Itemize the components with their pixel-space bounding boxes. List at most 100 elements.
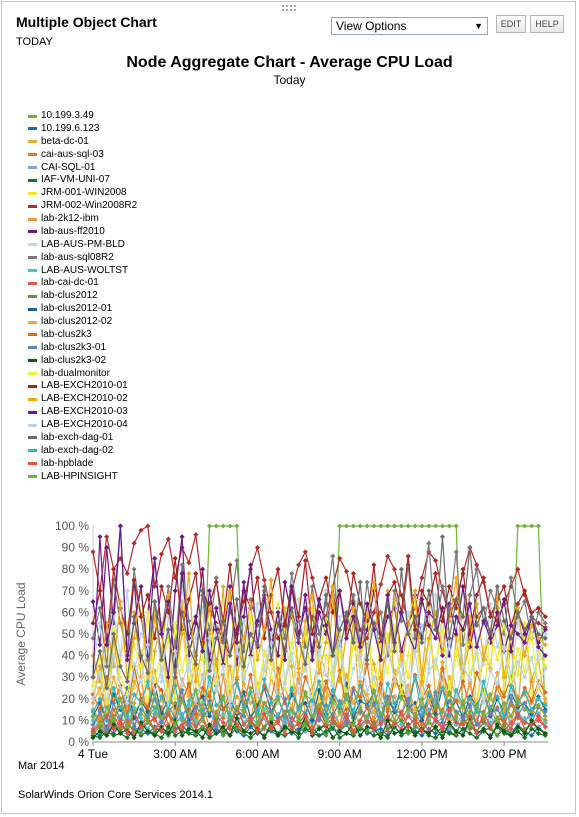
series-point [398, 523, 404, 529]
series-point [261, 711, 267, 717]
legend-item[interactable]: lab-aus-ff2010 [28, 226, 137, 239]
legend-label: LAB-AUS-WOLTST [41, 264, 129, 276]
legend-item[interactable]: 10.199.3.49 [28, 110, 137, 123]
series-point [302, 549, 308, 555]
series-point [124, 588, 130, 594]
series-point [439, 534, 446, 540]
legend-item[interactable]: lab-clus2012-02 [28, 316, 137, 329]
series-point [364, 728, 370, 734]
legend-item[interactable]: beta-dc-01 [28, 136, 137, 149]
legend-item[interactable]: lab-clus2012-01 [28, 303, 137, 316]
series-point [316, 698, 322, 704]
series-point [296, 735, 302, 741]
series-point [350, 570, 356, 577]
legend-item[interactable]: lab-aus-sql08R2 [28, 252, 137, 265]
series-point [481, 678, 487, 685]
series-point [357, 644, 363, 650]
series-point [494, 609, 500, 615]
series-point [453, 549, 459, 555]
series-point [542, 614, 548, 620]
series-point [248, 672, 254, 678]
legend-item[interactable]: LAB-AUS-PM-BLD [28, 239, 137, 252]
series-point [391, 523, 398, 529]
series-point [213, 523, 219, 529]
legend-swatch [28, 462, 37, 466]
series-point [535, 609, 541, 615]
legend-item[interactable]: lab-exch-dag-02 [28, 445, 137, 458]
series-point [275, 609, 281, 615]
series-point [364, 715, 370, 721]
legend-item[interactable]: lab-clus2012 [28, 290, 137, 303]
series-point [104, 704, 110, 710]
series-point [426, 609, 432, 615]
drag-grip-icon[interactable] [282, 5, 298, 11]
y-tick-label: 40 % [62, 649, 90, 663]
view-options-dropdown[interactable]: View Options ▼ [331, 17, 488, 35]
series-point [296, 614, 302, 620]
legend-label: lab-clus2012-02 [41, 316, 113, 327]
legend-item[interactable]: LAB-EXCH2010-02 [28, 393, 137, 406]
series-point [426, 730, 432, 736]
series-point [330, 553, 336, 559]
legend-item[interactable]: lab-clus2k3 [28, 329, 137, 342]
legend-item[interactable]: CAI-SQL-01 [28, 162, 137, 175]
legend-item[interactable]: lab-exch-dag-01 [28, 432, 137, 445]
legend-item[interactable]: LAB-AUS-WOLTST [28, 265, 137, 278]
series-point [111, 609, 117, 615]
series-point [522, 735, 528, 741]
series-point [364, 687, 370, 693]
series-point [289, 685, 295, 691]
legend-item[interactable]: JRM-001-WIN2008 [28, 187, 137, 200]
legend-item[interactable]: lab-dualmonitor [28, 368, 137, 381]
series-point [296, 689, 302, 695]
legend-item[interactable]: lab-hpblade [28, 458, 137, 471]
legend-item[interactable]: LAB-EXCH2010-03 [28, 406, 137, 419]
series-point [481, 700, 487, 706]
series-point [529, 698, 535, 704]
series-point [323, 653, 329, 659]
series-point [343, 523, 350, 529]
legend-item[interactable]: 10.199.6.123 [28, 123, 137, 136]
series-point [357, 683, 363, 689]
edit-button[interactable]: EDIT [496, 15, 526, 33]
legend-item[interactable]: lab-clus2k3-02 [28, 355, 137, 368]
series-point [405, 713, 411, 719]
legend-label: LAB-EXCH2010-03 [41, 406, 128, 418]
legend-item[interactable]: lab-clus2k3-01 [28, 342, 137, 355]
series-point [433, 558, 439, 564]
series-point [433, 702, 439, 708]
legend-item[interactable]: lab-2k12-ibm [28, 213, 137, 226]
legend-item[interactable]: LAB-EXCH2010-01 [28, 380, 137, 393]
y-tick-label: 90 % [62, 541, 90, 555]
legend-item[interactable]: cai-aus-sql-03 [28, 149, 137, 162]
footer-product: SolarWinds Orion Core Services 2014.1 [18, 789, 214, 801]
series-point [453, 614, 459, 620]
legend-item[interactable]: LAB-HPINSIGHT [28, 471, 137, 484]
series-point [405, 553, 411, 559]
series-point [152, 599, 158, 605]
series-point [385, 601, 391, 607]
series-point [412, 732, 418, 739]
legend-item[interactable]: JRM-002-Win2008R2 [28, 200, 137, 213]
help-button[interactable]: HELP [530, 15, 564, 33]
series-point [433, 570, 439, 577]
series-point [206, 523, 213, 529]
series-point [268, 700, 274, 706]
series-point [337, 635, 343, 641]
series-point [501, 694, 507, 700]
legend-item[interactable]: IAF-VM-UNI-07 [28, 174, 137, 187]
legend-swatch [28, 307, 37, 311]
legend-label: LAB-EXCH2010-04 [41, 419, 128, 430]
legend-label: cai-aus-sql-03 [41, 148, 104, 160]
legend-label: lab-2k12-ibm [41, 213, 99, 224]
legend-item[interactable]: LAB-EXCH2010-04 [28, 419, 137, 432]
series-point [275, 717, 281, 723]
series-point [419, 711, 425, 717]
y-tick-label: 30 % [62, 670, 90, 684]
series-point [179, 534, 185, 540]
series-point [522, 588, 528, 594]
legend-swatch [28, 230, 37, 234]
series-point [296, 707, 302, 713]
series-point [111, 717, 117, 723]
legend-item[interactable]: lab-cai-dc-01 [28, 277, 137, 290]
